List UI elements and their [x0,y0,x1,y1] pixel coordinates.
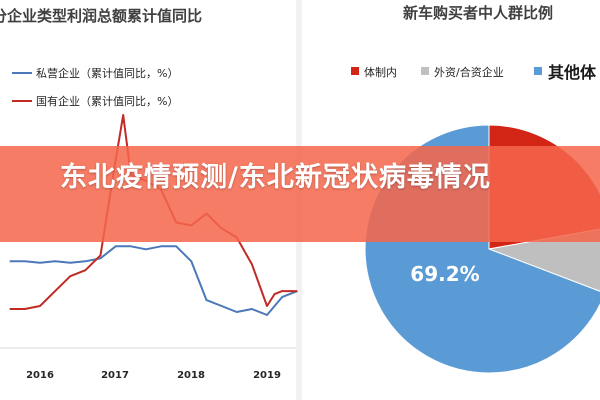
title-banner [0,146,600,242]
legend-swatch-system [351,67,359,75]
x-axis-ticks: 2016 2017 2018 2019 [26,370,281,381]
x-tick-label: 2019 [253,370,281,381]
banner-title: 东北疫情预测/东北新冠状病毒情况 [60,162,491,193]
legend-label-system: 体制内 [364,65,397,79]
x-tick-label: 2016 [26,370,54,381]
legend-label-private: 私营企业（累计值同比，%） [36,66,178,80]
legend-swatch-other [534,67,542,75]
pie-data-label: 69.2% [410,262,480,286]
legend-label-state: 国有企业（累计值同比，%） [36,94,178,108]
pie-slice-foreign [487,228,600,292]
x-tick-label: 2018 [177,370,205,381]
pie-chart-legend: 体制内 外资/合资企业 其他体 [351,63,597,82]
legend-label-foreign: 外资/合资企业 [434,65,504,79]
line-chart-legend: 私营企业（累计值同比，%） 国有企业（累计值同比，%） [12,66,178,108]
x-tick-label: 2017 [101,370,129,381]
legend-swatch-foreign [421,67,429,75]
legend-label-other: 其他体 [548,63,597,82]
line-chart-title: 分企业类型利润总额累计值同比 [0,7,202,25]
series-line-private [9,245,298,316]
pie-chart-title: 新车购买者中人群比例 [403,4,553,22]
